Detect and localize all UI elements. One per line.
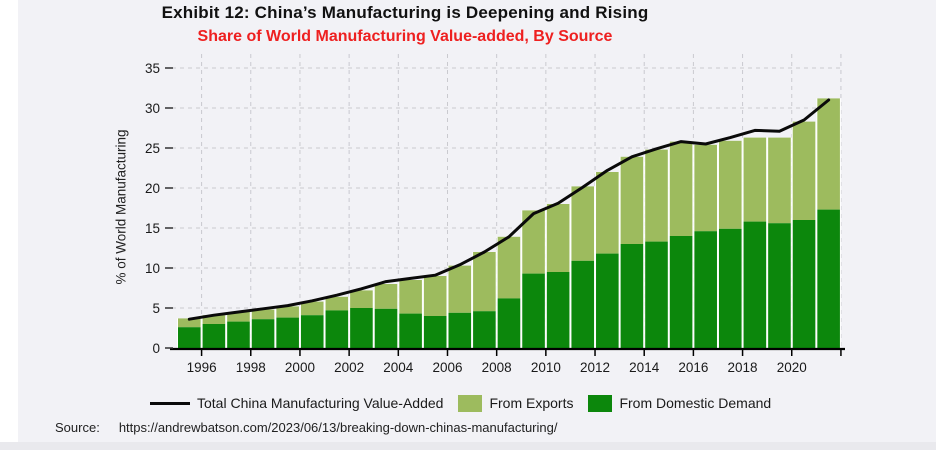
bar-segment-domestic (350, 308, 373, 348)
bar-segment-domestic (546, 272, 570, 348)
bar-segment-domestic (743, 221, 767, 348)
bar-segment-domestic (202, 324, 226, 348)
bar-segment-exports (178, 318, 201, 328)
bar-segment-domestic (596, 253, 619, 348)
x-tick-label: 1996 (187, 360, 217, 375)
bar-segment-exports (743, 137, 767, 222)
bar-segment-domestic (473, 311, 496, 348)
bar-segment-domestic (645, 241, 668, 348)
bar-segment-domestic (718, 228, 742, 348)
bar-segment-domestic (276, 317, 299, 348)
bar-segment-exports (792, 121, 816, 220)
x-tick-label: 2006 (432, 360, 462, 375)
bar-segment-domestic (768, 223, 791, 348)
bar-segment-exports (227, 312, 250, 322)
y-tick-label: 5 (152, 301, 160, 316)
total-line (187, 98, 831, 321)
y-tick-label: 35 (145, 61, 160, 76)
y-tick-label: 10 (145, 261, 160, 276)
y-tick-label: 30 (145, 101, 160, 116)
bar-segment-domestic (448, 312, 472, 348)
line-swatch-icon (150, 401, 190, 405)
bar-segment-domestic (620, 244, 644, 348)
legend: Total China Manufacturing Value-Added Fr… (150, 393, 771, 413)
x-tick-label: 2012 (580, 360, 610, 375)
legend-label-domestic: From Domestic Demand (619, 395, 772, 411)
bar-segment-exports (251, 309, 275, 320)
x-tick-label: 2000 (285, 360, 315, 375)
chart-title: Exhibit 12: China’s Manufacturing is Dee… (161, 3, 649, 22)
x-tick-label: 2002 (334, 360, 364, 375)
bar-segment-exports (645, 149, 668, 242)
bar-segment-domestic (178, 327, 201, 348)
chart-subtitle: Share of World Manufacturing Value-added… (197, 28, 613, 45)
bar-segment-exports (694, 144, 717, 232)
bar-segment-domestic (694, 231, 717, 348)
bar-segment-exports (399, 280, 422, 314)
bar-segment-domestic (571, 260, 595, 348)
bar-segment-domestic (522, 273, 545, 348)
bar-segment-exports (817, 98, 840, 210)
legend-item-total-line: Total China Manufacturing Value-Added (150, 395, 443, 411)
bar-segment-exports (202, 315, 226, 324)
domestic-swatch-icon (588, 394, 613, 412)
bar-segment-exports (620, 156, 644, 244)
bar-segment-exports (276, 306, 299, 318)
bar-segment-domestic (669, 236, 693, 348)
x-tick-label: 2014 (629, 360, 660, 375)
bar-segment-exports (522, 210, 545, 274)
x-tick-label: 2004 (383, 360, 414, 375)
bar-segment-exports (423, 276, 447, 316)
x-tick-label: 2010 (531, 360, 561, 375)
bar-segment-exports (571, 186, 595, 261)
bar-segment-domestic (792, 220, 816, 348)
bar-segment-domestic (374, 308, 398, 348)
bar-segment-domestic (423, 316, 447, 348)
bar-segment-exports (669, 141, 693, 236)
y-tick-label: 15 (145, 221, 160, 236)
bar-segment-exports (768, 137, 791, 224)
bar-segment-exports (448, 265, 472, 313)
x-tick-label: 2016 (678, 360, 708, 375)
bar-segment-exports (300, 301, 324, 316)
y-axis-title: % of World Manufacturing (113, 129, 129, 285)
bar-segment-domestic (300, 315, 324, 348)
x-tick-label: 2008 (482, 360, 512, 375)
source-row: Source: https://andrewbatson.com/2023/06/… (55, 420, 557, 435)
bottom-edge-strip (0, 442, 936, 450)
bar-segment-domestic (251, 319, 275, 348)
bar-segment-domestic (817, 209, 840, 348)
bar-segment-exports (374, 284, 398, 309)
x-tick-label: 2018 (728, 360, 758, 375)
y-axis: 0 5 10 15 20 25 30 35 (145, 61, 173, 356)
y-tick-label: 25 (145, 141, 160, 156)
y-tick-label: 20 (145, 181, 160, 196)
legend-item-exports: From Exports (458, 394, 574, 412)
bar-segment-exports (325, 296, 349, 311)
bar-segment-domestic (497, 298, 521, 348)
x-tick-label: 1998 (236, 360, 266, 375)
x-axis: 1996 1998 2000 2002 2004 2006 2008 2010 2012 2014… (170, 347, 845, 375)
bar-segment-domestic (399, 313, 422, 348)
bar-segment-exports (596, 172, 619, 254)
bar-segment-exports (350, 290, 373, 308)
y-tick-label: 0 (152, 341, 160, 356)
bar-segment-exports (497, 236, 521, 299)
x-tick-label: 2020 (777, 360, 807, 375)
bar-segment-exports (718, 140, 742, 229)
source-label: Source: (55, 420, 100, 435)
bar-segment-domestic (325, 310, 349, 348)
legend-label-exports: From Exports (489, 395, 574, 411)
bar-segment-exports (473, 252, 496, 312)
legend-label-total: Total China Manufacturing Value-Added (197, 395, 444, 411)
source-url: https://andrewbatson.com/2023/06/13/brea… (118, 420, 558, 435)
stacked-bars (177, 98, 841, 349)
exports-swatch-icon (458, 394, 483, 412)
bar-segment-domestic (227, 321, 250, 348)
bar-segment-exports (546, 204, 570, 272)
legend-item-domestic: From Domestic Demand (588, 394, 772, 412)
